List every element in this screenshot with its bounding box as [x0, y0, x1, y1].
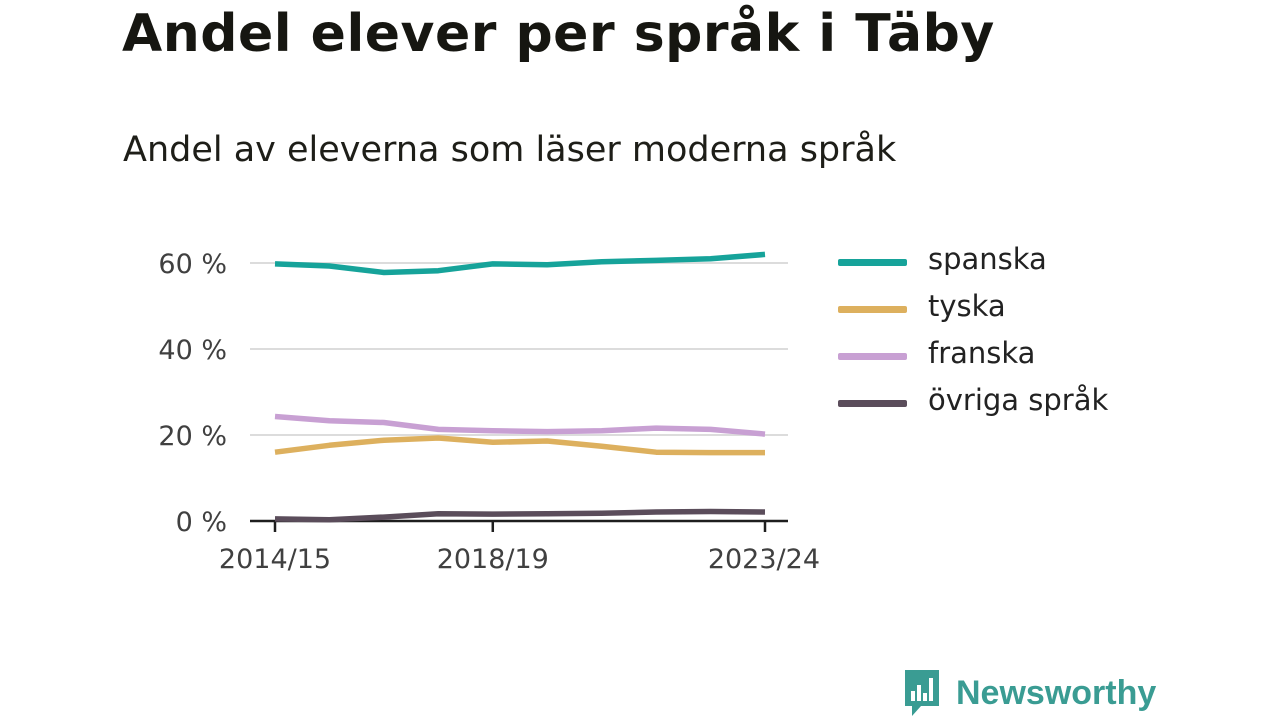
series-line-0: [274, 251, 766, 276]
legend-label: tyska: [928, 289, 1006, 323]
brand-logo: Newsworthy: [902, 668, 1156, 718]
x-tick-label: 2014/15: [219, 544, 331, 575]
legend-swatch: [838, 259, 907, 266]
legend-swatch: [838, 400, 907, 407]
legend-label: spanska: [928, 242, 1047, 276]
legend-swatch: [838, 306, 907, 313]
legend-label: övriga språk: [928, 383, 1109, 417]
bar-chart-speech-bubble-icon: [905, 670, 939, 716]
line-chart: 0 % 20 % 40 % 60 % 2014/15 2018/19 2023/24: [158, 249, 820, 575]
y-tick-label: 40 %: [158, 335, 227, 366]
series-line-3: [274, 508, 766, 523]
chart-title: Andel elever per språk i Täby: [122, 4, 995, 64]
series-line-1: [274, 435, 765, 456]
brand-name: Newsworthy: [956, 673, 1157, 712]
y-tick-label: 20 %: [158, 421, 227, 452]
series-line-2: [274, 413, 766, 437]
y-tick-label: 60 %: [158, 249, 227, 280]
chart-subtitle: Andel av eleverna som läser moderna språ…: [123, 130, 897, 170]
legend-swatch: [838, 353, 907, 360]
x-tick-label: 2023/24: [708, 544, 820, 575]
legend-label: franska: [928, 336, 1036, 370]
x-tick-label: 2018/19: [437, 544, 549, 575]
y-tick-label: 0 %: [176, 507, 227, 538]
